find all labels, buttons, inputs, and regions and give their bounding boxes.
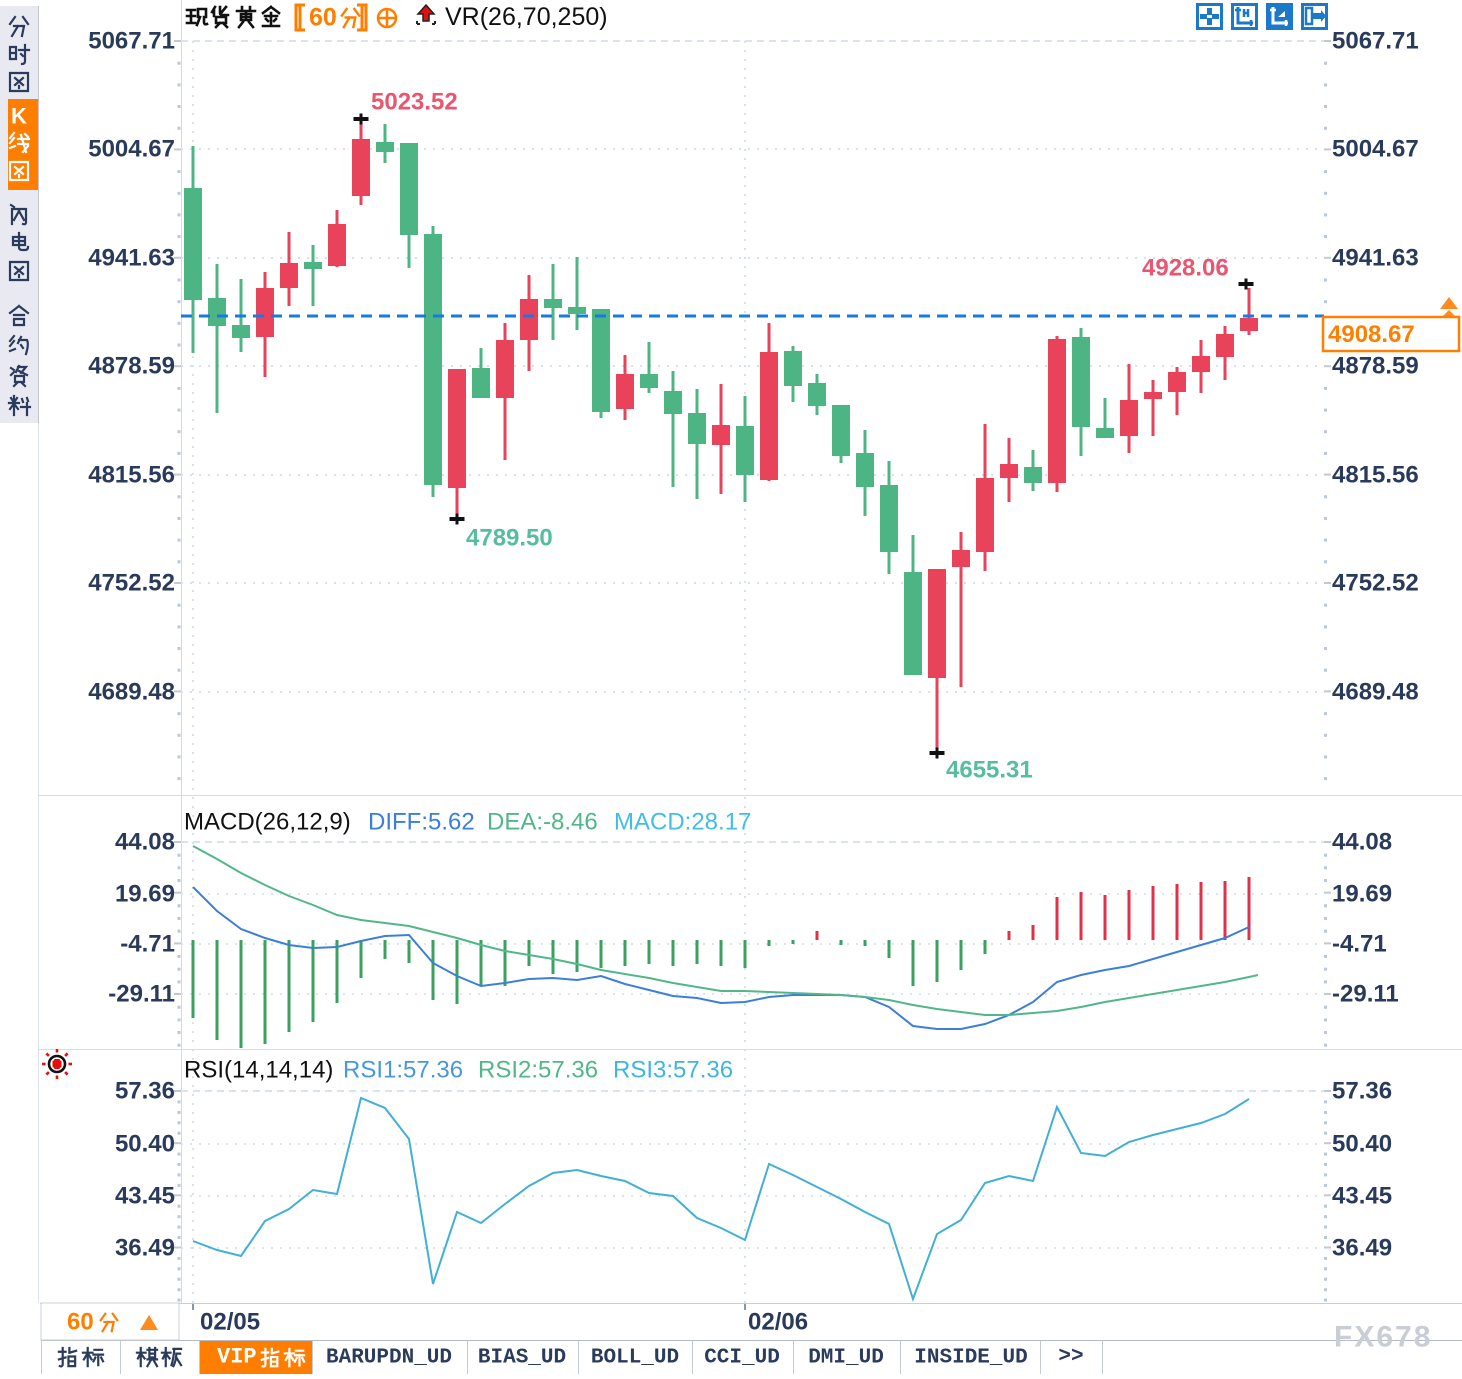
svg-text:DIFF:5.62: DIFF:5.62	[368, 809, 475, 836]
svg-text:4655.31: 4655.31	[946, 757, 1033, 784]
svg-text:5004.67: 5004.67	[1332, 136, 1419, 163]
svg-text:RSI3:57.36: RSI3:57.36	[613, 1057, 733, 1084]
svg-text:-29.11: -29.11	[1332, 981, 1399, 1008]
svg-text:19.69: 19.69	[115, 881, 175, 908]
svg-text:4878.59: 4878.59	[1332, 353, 1419, 380]
svg-text:4878.59: 4878.59	[88, 353, 175, 380]
svg-text:RSI(14,14,14): RSI(14,14,14)	[184, 1057, 333, 1084]
svg-text:DEA:-8.46: DEA:-8.46	[487, 809, 598, 836]
svg-text:5023.52: 5023.52	[371, 89, 458, 116]
svg-text:02/06: 02/06	[748, 1309, 808, 1336]
svg-text:>>: >>	[1058, 1346, 1083, 1369]
svg-text:43.45: 43.45	[1332, 1183, 1392, 1210]
svg-text:4752.52: 4752.52	[1332, 570, 1419, 597]
svg-text:4941.63: 4941.63	[1332, 245, 1419, 272]
svg-text:19.69: 19.69	[1332, 881, 1392, 908]
svg-text:4941.63: 4941.63	[88, 245, 175, 272]
svg-text:-4.71: -4.71	[120, 931, 175, 958]
svg-text:FX678: FX678	[1334, 1321, 1432, 1354]
svg-text:44.08: 44.08	[1332, 829, 1392, 856]
svg-text:4752.52: 4752.52	[88, 570, 175, 597]
svg-text:CCI_UD: CCI_UD	[704, 1347, 780, 1370]
svg-text:4789.50: 4789.50	[466, 525, 553, 552]
svg-text:60: 60	[309, 4, 337, 32]
svg-text:50.40: 50.40	[1332, 1131, 1392, 1158]
svg-text:BARUPDN_UD: BARUPDN_UD	[326, 1347, 452, 1370]
svg-text:36.49: 36.49	[115, 1235, 175, 1262]
svg-text:5067.71: 5067.71	[88, 28, 175, 55]
svg-text:50.40: 50.40	[115, 1131, 175, 1158]
svg-text:DMI_UD: DMI_UD	[808, 1347, 884, 1370]
svg-text:4815.56: 4815.56	[1332, 462, 1419, 489]
svg-text:43.45: 43.45	[115, 1183, 175, 1210]
svg-text:4908.67: 4908.67	[1328, 321, 1415, 348]
svg-text:K: K	[11, 104, 27, 129]
svg-text:BOLL_UD: BOLL_UD	[591, 1347, 679, 1370]
svg-text:57.36: 57.36	[115, 1078, 175, 1105]
svg-text:5067.71: 5067.71	[1332, 28, 1419, 55]
svg-text:RSI2:57.36: RSI2:57.36	[478, 1057, 598, 1084]
svg-text:36.49: 36.49	[1332, 1235, 1392, 1262]
svg-text:4928.06: 4928.06	[1142, 255, 1229, 282]
svg-text:44.08: 44.08	[115, 829, 175, 856]
svg-text:BIAS_UD: BIAS_UD	[478, 1347, 566, 1370]
svg-text:60: 60	[67, 1309, 94, 1336]
svg-text:INSIDE_UD: INSIDE_UD	[914, 1347, 1027, 1370]
svg-text:VR(26,70,250): VR(26,70,250)	[445, 3, 608, 31]
svg-text:VIP: VIP	[217, 1345, 257, 1370]
svg-text:57.36: 57.36	[1332, 1078, 1392, 1105]
svg-text:MACD(26,12,9): MACD(26,12,9)	[184, 809, 351, 836]
svg-text:4689.48: 4689.48	[88, 679, 175, 706]
svg-text:RSI1:57.36: RSI1:57.36	[343, 1057, 463, 1084]
svg-text:02/05: 02/05	[200, 1309, 260, 1336]
svg-text:MACD:28.17: MACD:28.17	[614, 809, 751, 836]
svg-text:4815.56: 4815.56	[88, 462, 175, 489]
svg-text:-4.71: -4.71	[1332, 931, 1387, 958]
svg-text:4689.48: 4689.48	[1332, 679, 1419, 706]
svg-text:-29.11: -29.11	[108, 981, 175, 1008]
svg-text:5004.67: 5004.67	[88, 136, 175, 163]
